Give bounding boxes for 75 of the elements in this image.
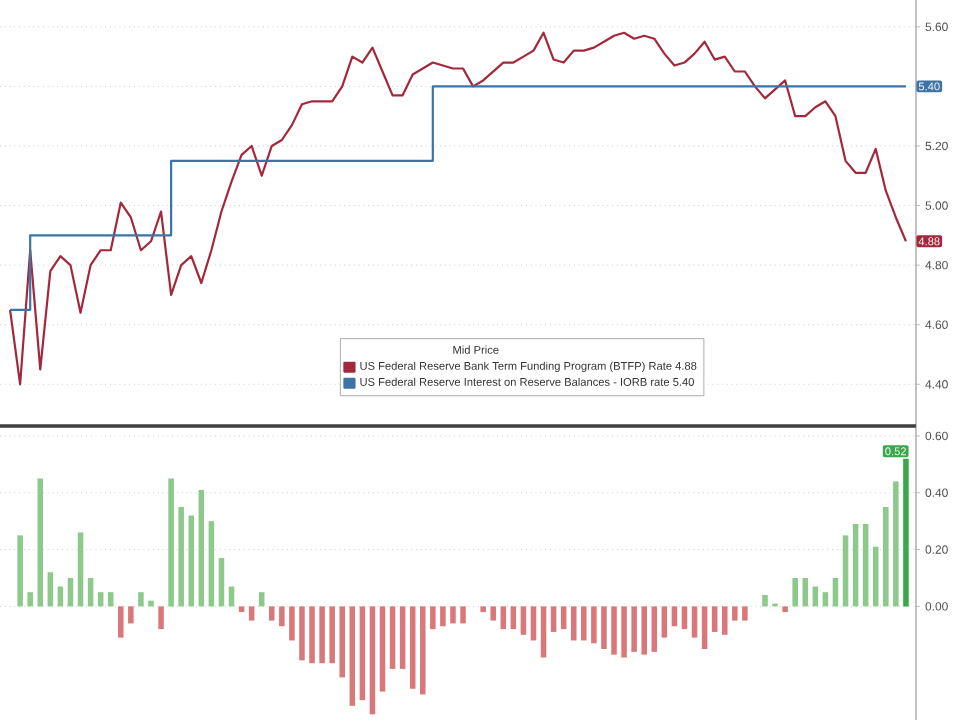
- bar: [47, 572, 54, 607]
- bar: [611, 606, 617, 655]
- bar: [460, 606, 466, 624]
- bar: [862, 523, 869, 607]
- bar: [792, 577, 798, 607]
- bar: [27, 592, 33, 607]
- bar: [721, 606, 728, 635]
- bar: [289, 606, 295, 641]
- bar: [641, 606, 647, 655]
- bar: [379, 606, 386, 692]
- bar: [17, 535, 23, 607]
- bar: [852, 523, 859, 607]
- bar: [188, 515, 195, 607]
- bar: [520, 606, 527, 635]
- bar: [490, 606, 496, 621]
- bar: [883, 506, 889, 607]
- bar: [57, 586, 64, 607]
- bar: [560, 606, 567, 630]
- bar: [248, 606, 255, 621]
- bar: [399, 606, 406, 669]
- bar: [168, 478, 174, 607]
- bar: [208, 521, 215, 607]
- bar: [762, 595, 768, 607]
- bar: [158, 606, 164, 630]
- bar: [138, 592, 144, 607]
- bar: [118, 606, 124, 638]
- bar: [37, 478, 44, 607]
- bar: [671, 606, 678, 627]
- bar: [339, 606, 346, 678]
- bar: [681, 606, 688, 630]
- bar: [349, 606, 356, 706]
- bar: [782, 606, 788, 613]
- bar: [309, 606, 315, 664]
- bar: [893, 481, 899, 607]
- bar: [389, 606, 396, 669]
- bar: [228, 586, 235, 607]
- bar: [711, 606, 718, 632]
- bar: [842, 535, 849, 607]
- bar: [238, 606, 245, 613]
- bar: [279, 606, 285, 627]
- bar: [218, 558, 225, 607]
- bar: [440, 606, 446, 627]
- bar: [812, 586, 819, 607]
- bar: [691, 606, 698, 638]
- bar: [661, 606, 668, 638]
- bar: [581, 606, 587, 641]
- bar: [319, 606, 325, 664]
- bar: [359, 606, 366, 701]
- bar: [198, 489, 205, 607]
- bar: [329, 606, 335, 664]
- bar: [128, 606, 134, 624]
- bar: [299, 606, 305, 661]
- bar: [369, 606, 376, 715]
- bar: [510, 606, 517, 630]
- bar: [269, 606, 275, 621]
- bar: [701, 606, 708, 649]
- bar: [601, 606, 607, 649]
- bar: [591, 606, 597, 644]
- bar: [430, 606, 436, 630]
- bar: [550, 606, 557, 632]
- bar: [540, 606, 547, 658]
- bar: [570, 606, 577, 641]
- bar: [651, 606, 658, 652]
- bar: [742, 606, 748, 621]
- bar: [409, 606, 416, 689]
- bar: [178, 506, 184, 607]
- bar: [450, 606, 456, 624]
- bar: [631, 606, 637, 652]
- bar: [500, 606, 507, 630]
- bar: [420, 606, 426, 695]
- bar: [148, 600, 154, 607]
- bar: [480, 606, 486, 613]
- bar: [732, 606, 738, 621]
- bar: [621, 606, 627, 658]
- bar: [530, 606, 537, 641]
